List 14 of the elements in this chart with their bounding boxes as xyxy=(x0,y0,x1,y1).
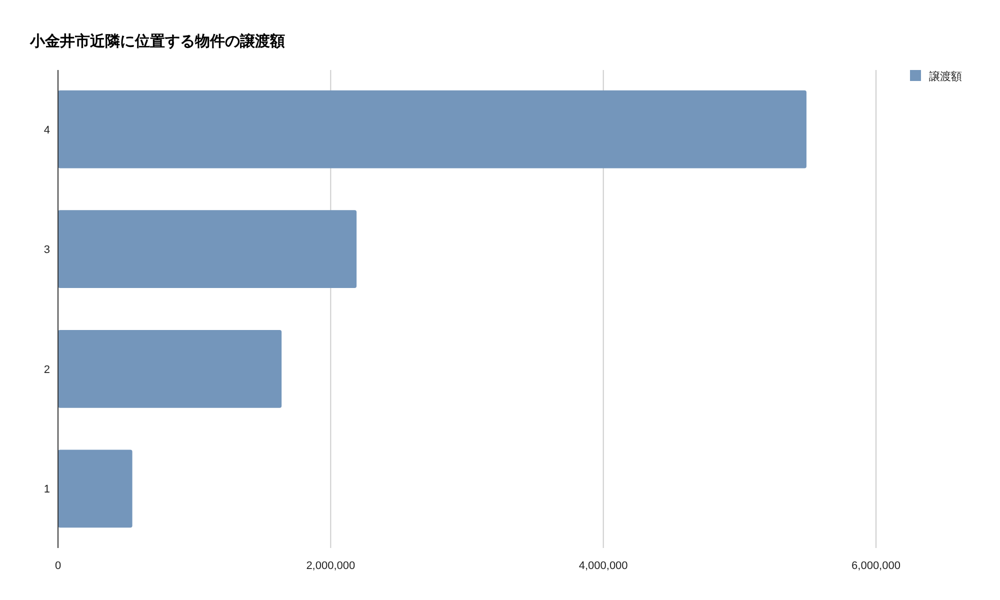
y-tick-label: 1 xyxy=(44,484,50,496)
x-tick-label: 2,000,000 xyxy=(306,560,356,572)
y-tick-label: 2 xyxy=(44,364,50,376)
bar xyxy=(58,450,132,528)
bar xyxy=(58,330,282,408)
bar xyxy=(58,90,806,168)
y-tick-label: 3 xyxy=(44,244,50,256)
legend-label: 譲渡額 xyxy=(929,70,962,83)
bar xyxy=(58,210,357,288)
x-tick-label: 4,000,000 xyxy=(578,560,628,572)
x-tick-label: 6,000,000 xyxy=(852,560,900,572)
chart-title: 小金井市近隣に位置する物件の譲渡額 xyxy=(29,32,285,50)
y-tick-label: 4 xyxy=(44,124,50,136)
x-tick-label: 0 xyxy=(54,560,62,572)
